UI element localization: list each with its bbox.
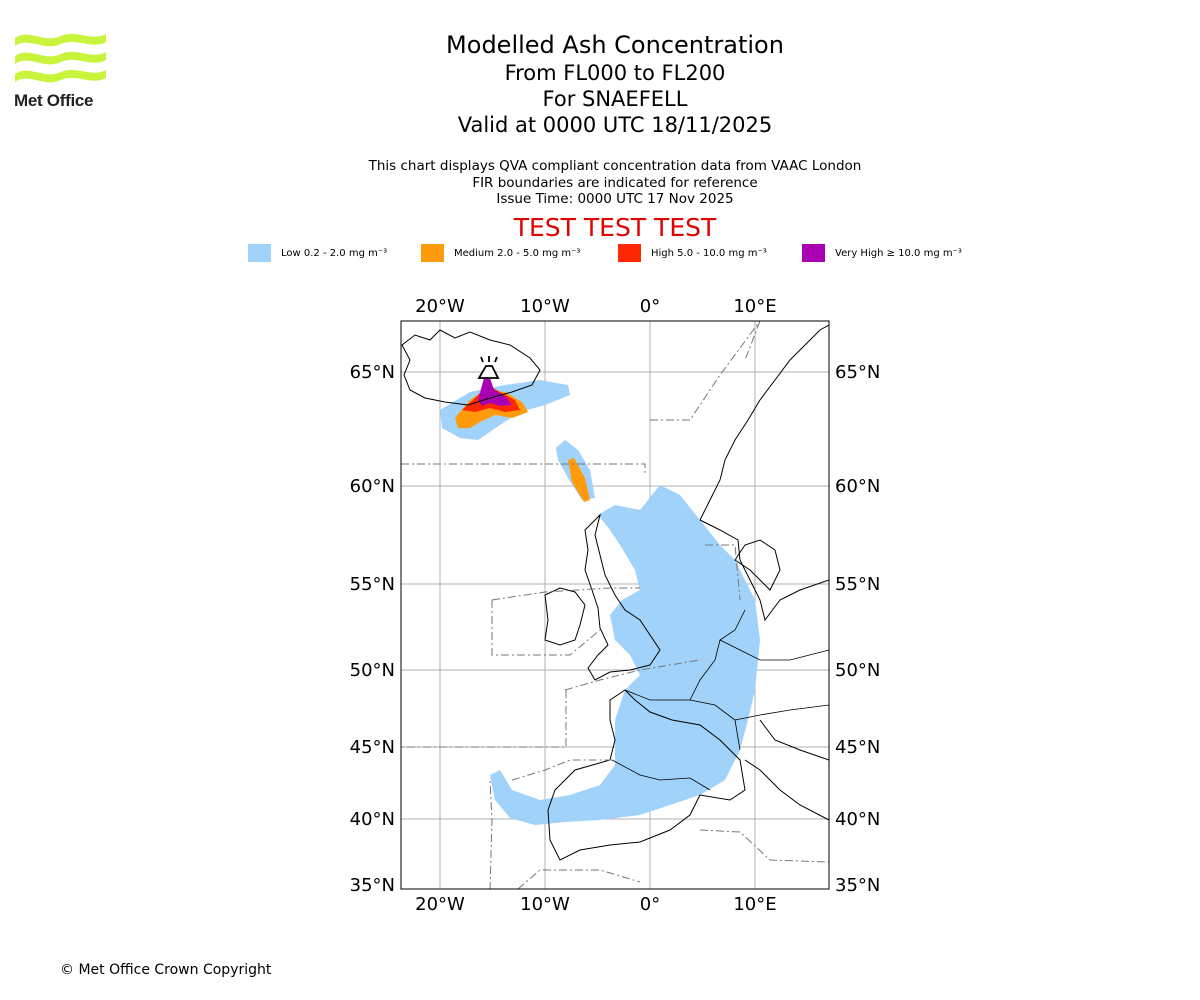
volcano-icon (477, 356, 500, 379)
lon-labels-top: 20°W 10°W 0° 10°E (415, 296, 776, 317)
lat-label: 60°N (835, 476, 880, 497)
legend-item-low: Low 0.2 - 2.0 mg m⁻³ (248, 244, 387, 262)
legend-item-very-high: Very High ≥ 10.0 mg m⁻³ (802, 244, 962, 262)
legend-label-high: High 5.0 - 10.0 mg m⁻³ (651, 247, 767, 259)
lat-label: 50°N (350, 660, 395, 681)
test-banner: TEST TEST TEST (513, 213, 717, 242)
subtitle-line-2: FIR boundaries are indicated for referen… (472, 174, 758, 191)
lat-label: 55°N (835, 574, 880, 595)
lon-label: 20°W (415, 296, 465, 317)
subtitle-line-1: This chart displays QVA compliant concen… (368, 158, 862, 174)
legend-item-high: High 5.0 - 10.0 mg m⁻³ (618, 244, 767, 262)
met-office-wave-logo (15, 33, 106, 83)
country-borders (611, 609, 829, 791)
lat-label: 45°N (835, 737, 880, 758)
chart-title-block: Modelled Ash Concentration From FL000 to… (315, 30, 915, 138)
lat-label: 40°N (350, 809, 395, 830)
fir-boundaries (401, 321, 829, 889)
lon-label: 10°W (520, 894, 570, 915)
coastlines (401, 324, 829, 861)
lat-labels-right: 65°N 60°N 55°N 50°N 45°N 40°N 35°N (835, 362, 880, 896)
title-line-2: From FL000 to FL200 (504, 61, 726, 85)
lat-label: 65°N (350, 362, 395, 383)
legend-label-low: Low 0.2 - 2.0 mg m⁻³ (281, 247, 388, 259)
lon-label: 20°W (415, 894, 465, 915)
subtitle-block: This chart displays QVA compliant concen… (315, 158, 915, 208)
ash-low-concentration (440, 380, 760, 825)
lat-label: 40°N (835, 809, 880, 830)
legend-swatch-medium (421, 244, 444, 262)
title-line-1: Modelled Ash Concentration (446, 31, 784, 59)
lat-label: 35°N (835, 875, 880, 896)
lon-label: 10°W (520, 296, 570, 317)
lat-label: 55°N (350, 574, 395, 595)
map-frame (400, 320, 830, 890)
legend-item-medium: Medium 2.0 - 5.0 mg m⁻³ (421, 244, 580, 262)
lon-label: 10°E (733, 296, 776, 317)
copyright-text: © Met Office Crown Copyright (60, 962, 272, 978)
lat-labels-left: 65°N 60°N 55°N 50°N 45°N 40°N 35°N (350, 362, 395, 896)
logo-text: Met Office (14, 91, 94, 110)
lat-label: 65°N (835, 362, 880, 383)
title-line-3: For SNAEFELL (542, 87, 688, 111)
legend-label-very-high: Very High ≥ 10.0 mg m⁻³ (835, 247, 962, 259)
lon-label: 10°E (733, 894, 776, 915)
lat-label: 50°N (835, 660, 880, 681)
lat-label: 60°N (350, 476, 395, 497)
title-line-4: Valid at 0000 UTC 18/11/2025 (457, 113, 773, 137)
legend: Low 0.2 - 2.0 mg m⁻³ Medium 2.0 - 5.0 mg… (0, 244, 1200, 264)
legend-swatch-low (248, 244, 271, 262)
subtitle-line-3: Issue Time: 0000 UTC 17 Nov 2025 (496, 191, 734, 207)
lon-label: 0° (640, 296, 660, 317)
lat-label: 45°N (350, 737, 395, 758)
legend-swatch-very-high (802, 244, 825, 262)
lon-labels-bottom: 20°W 10°W 0° 10°E (415, 894, 776, 915)
legend-label-medium: Medium 2.0 - 5.0 mg m⁻³ (454, 247, 581, 259)
met-office-logo: Met Office (14, 30, 109, 114)
lat-label: 35°N (350, 875, 395, 896)
lon-label: 0° (640, 894, 660, 915)
legend-swatch-high (618, 244, 641, 262)
